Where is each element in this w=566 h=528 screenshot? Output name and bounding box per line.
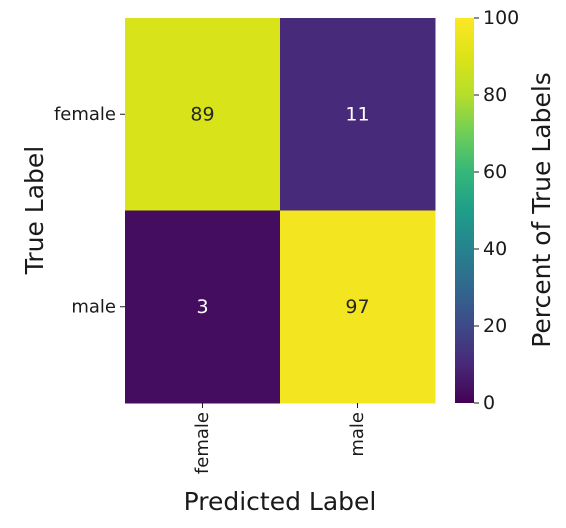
cell-value-label: 89 — [190, 103, 214, 125]
heatmap-cells: 89 11 3 97 — [125, 18, 436, 404]
colorbar — [455, 18, 474, 403]
cell-value-label: 11 — [345, 103, 369, 125]
y-tick-labels: female male — [54, 104, 125, 317]
colorbar-ticks: 0 20 40 60 80 100 — [474, 7, 519, 414]
cell-value-label: 3 — [196, 296, 208, 318]
colorbar-tick-label: 0 — [483, 392, 495, 414]
colorbar-tick-label: 100 — [483, 7, 519, 29]
heatmap-cell — [280, 210, 436, 404]
x-axis-label: Predicted Label — [184, 487, 377, 516]
heatmap-cell — [125, 210, 281, 404]
y-tick-label: male — [71, 296, 116, 317]
x-tick-labels: female male — [192, 403, 368, 474]
colorbar-tick-label: 40 — [483, 238, 507, 260]
colorbar-tick-label: 20 — [483, 315, 507, 337]
y-tick-label: female — [54, 104, 116, 125]
cell-value-label: 97 — [345, 296, 369, 318]
colorbar-tick-label: 60 — [483, 161, 507, 183]
x-tick-label: female — [192, 412, 213, 474]
x-tick-label: male — [347, 412, 368, 457]
heatmap-cell — [280, 18, 436, 211]
colorbar-label: Percent of True Labels — [527, 72, 556, 348]
heatmap-cell — [125, 18, 281, 211]
colorbar-tick-label: 80 — [483, 84, 507, 106]
y-axis-label: True Label — [20, 146, 49, 276]
